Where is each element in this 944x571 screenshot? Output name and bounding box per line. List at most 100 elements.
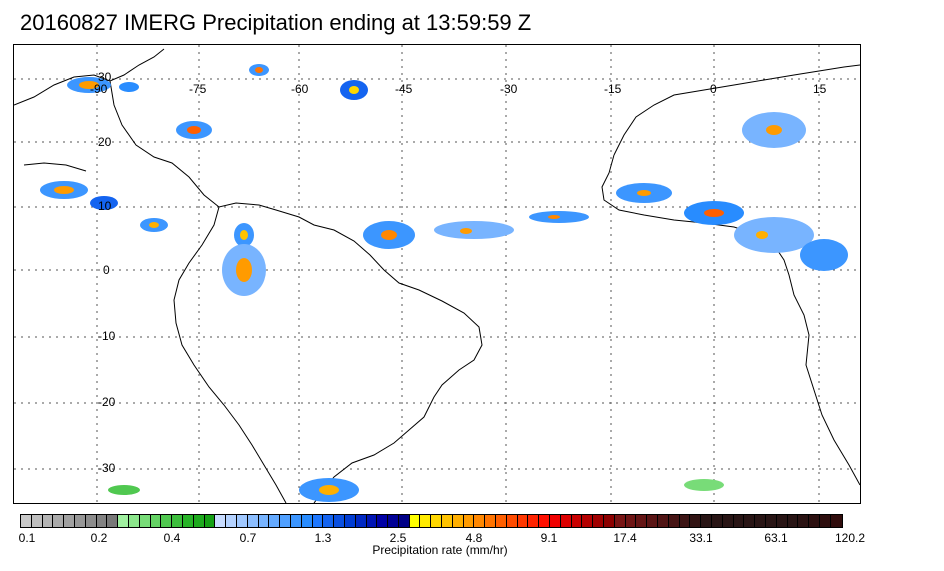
colorbar-cell: [161, 515, 173, 527]
colorbar-cell: [690, 515, 702, 527]
colorbar-cell: [64, 515, 75, 527]
colorbar-cell: [550, 515, 561, 527]
colorbar-cell: [42, 515, 54, 527]
colorbar-cell: [290, 515, 302, 527]
colorbar-cell: [636, 515, 648, 527]
lon-label: -75: [189, 82, 207, 96]
colorbar: [20, 514, 843, 528]
colorbar-cell: [280, 515, 291, 527]
colorbar-cell: [485, 515, 497, 527]
colorbar-cell: [830, 515, 842, 527]
colorbar-cell: [776, 515, 788, 527]
lat-label: -10: [98, 329, 116, 343]
colorbar-cell: [21, 515, 32, 527]
colorbar-tick: 17.4: [613, 531, 637, 545]
colorbar-cell: [463, 515, 475, 527]
colorbar-cell: [798, 515, 810, 527]
colorbar-tick: 2.5: [389, 531, 407, 545]
colorbar-tick: 63.1: [764, 531, 788, 545]
colorbar-cell: [31, 515, 43, 527]
colorbar-tick: 33.1: [689, 531, 713, 545]
lat-label: 20: [98, 135, 112, 149]
colorbar-cell: [107, 515, 119, 527]
lon-label: -90: [90, 82, 108, 96]
precipitation-map[interactable]: -90 -75 -60 -45 -30 -15 0 15 30 20 10 0 …: [13, 44, 861, 504]
colorbar-cell: [658, 515, 669, 527]
colorbar-cell: [819, 515, 831, 527]
colorbar-tick: 4.8: [465, 531, 483, 545]
lat-label: 10: [98, 199, 112, 213]
colorbar-cell: [150, 515, 162, 527]
colorbar-label: Precipitation rate (mm/hr): [372, 543, 508, 557]
colorbar-cell: [528, 515, 540, 527]
colorbar-cell: [258, 515, 270, 527]
lat-label: 0: [103, 263, 110, 277]
colorbar-cell: [172, 515, 183, 527]
colorbar-tick: 0.4: [163, 531, 181, 545]
colorbar-cell: [506, 515, 518, 527]
coastlines: [14, 48, 860, 503]
colorbar-cell: [679, 515, 691, 527]
colorbar-cell: [53, 515, 65, 527]
colorbar-cell: [571, 515, 583, 527]
colorbar-cell: [582, 515, 594, 527]
lat-label: 30: [98, 70, 112, 84]
colorbar-tick: 120.2: [834, 531, 866, 545]
colorbar-cell: [647, 515, 659, 527]
colorbar-cell: [323, 515, 335, 527]
colorbar-cell: [452, 515, 464, 527]
colorbar-cell: [85, 515, 97, 527]
lon-label: 0: [710, 82, 717, 96]
colorbar-cell: [474, 515, 486, 527]
colorbar-cell: [388, 515, 399, 527]
colorbar-cell: [496, 515, 507, 527]
colorbar-cell: [420, 515, 432, 527]
lon-label: -30: [500, 82, 518, 96]
colorbar-cell: [269, 515, 281, 527]
colorbar-cell: [668, 515, 680, 527]
colorbar-cell: [733, 515, 745, 527]
colorbar-cell: [442, 515, 453, 527]
colorbar-cell: [517, 515, 529, 527]
colorbar-cell: [74, 515, 86, 527]
colorbar-cell: [118, 515, 129, 527]
colorbar-cell: [355, 515, 367, 527]
colorbar-cell: [539, 515, 551, 527]
map-title: 20160827 IMERG Precipitation ending at 1…: [20, 10, 532, 35]
colorbar-cell: [809, 515, 820, 527]
colorbar-cell: [593, 515, 605, 527]
colorbar-tick: 0.7: [239, 531, 257, 545]
map-gridlines: [14, 45, 860, 503]
colorbar-cell: [765, 515, 777, 527]
colorbar-tick: 1.3: [314, 531, 332, 545]
colorbar-tick: 0.2: [90, 531, 108, 545]
colorbar-cell: [193, 515, 205, 527]
colorbar-cell: [604, 515, 615, 527]
colorbar-cell: [226, 515, 237, 527]
lon-label: -45: [395, 82, 413, 96]
colorbar-cell: [722, 515, 734, 527]
colorbar-cell: [204, 515, 216, 527]
colorbar-cell: [334, 515, 345, 527]
lon-label: 15: [813, 82, 827, 96]
lon-label: -15: [604, 82, 622, 96]
colorbar-cell: [344, 515, 356, 527]
colorbar-tick: 9.1: [540, 531, 558, 545]
colorbar-cell: [366, 515, 378, 527]
colorbar-cell: [431, 515, 443, 527]
colorbar-cell: [755, 515, 766, 527]
lon-label: -60: [291, 82, 309, 96]
colorbar-tick: 0.1: [18, 531, 36, 545]
precipitation-field: [40, 64, 848, 502]
colorbar-cell: [301, 515, 313, 527]
colorbar-cell: [128, 515, 140, 527]
colorbar-cell: [139, 515, 151, 527]
colorbar-cell: [614, 515, 626, 527]
colorbar-cell: [409, 515, 421, 527]
lat-label: -30: [98, 461, 116, 475]
colorbar-cell: [236, 515, 248, 527]
colorbar-cell: [560, 515, 572, 527]
colorbar-cell: [182, 515, 194, 527]
map-canvas: [14, 45, 860, 503]
colorbar-cell: [377, 515, 389, 527]
